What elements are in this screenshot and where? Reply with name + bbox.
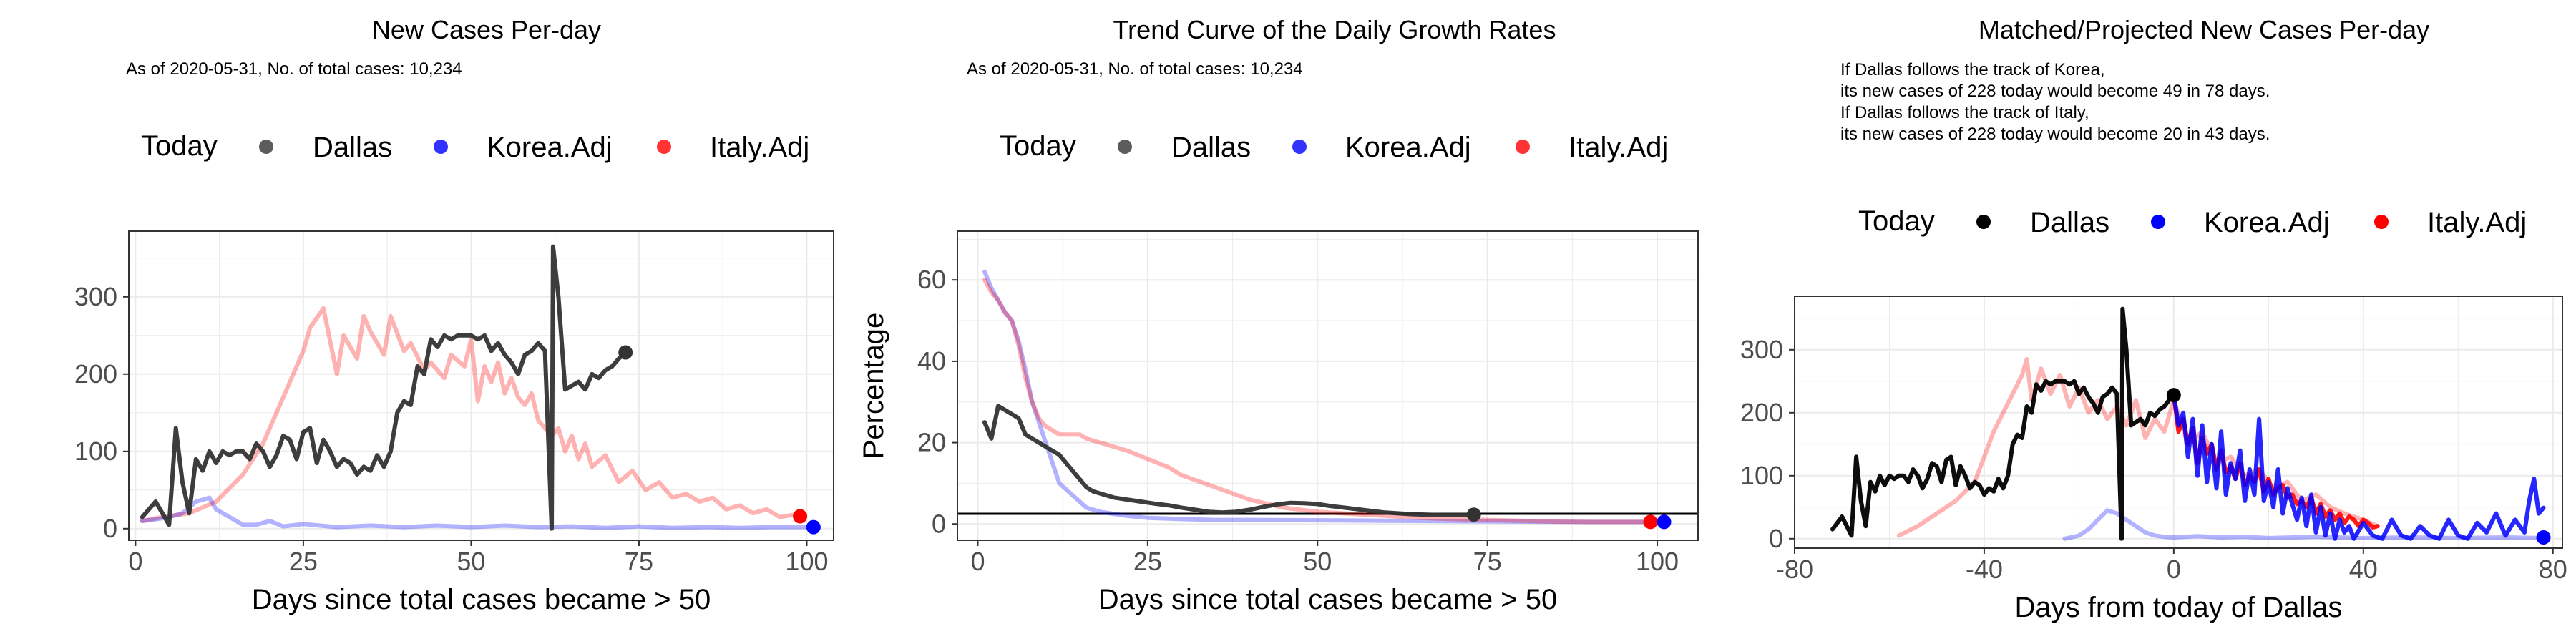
legend-marker-italy-adj bbox=[657, 140, 671, 154]
x-tick-label: 0 bbox=[970, 547, 985, 576]
legend-marker-dallas bbox=[1976, 215, 1991, 229]
chart-title: Matched/Projected New Cases Per-day bbox=[1979, 15, 2429, 44]
legend: Today Dallas Korea.Adj Italy.Adj bbox=[1000, 130, 1668, 163]
legend-label: Dallas bbox=[313, 132, 392, 163]
legend-label: Korea.Adj bbox=[487, 132, 613, 163]
x-axis-label: Days since total cases became > 50 bbox=[252, 584, 711, 615]
x-tick-label: 75 bbox=[1473, 547, 1502, 576]
y-tick-label: 300 bbox=[74, 282, 117, 311]
series-line-dallas bbox=[982, 404, 1476, 517]
today-point-korea-adj bbox=[2536, 530, 2551, 545]
legend-marker-dallas bbox=[259, 140, 273, 154]
today-point-italy-adj bbox=[1643, 514, 1658, 530]
legend-marker-dallas bbox=[1118, 140, 1132, 154]
plot-border bbox=[957, 230, 1699, 541]
legend-label: Korea.Adj bbox=[1345, 132, 1471, 163]
x-tick-label: 100 bbox=[1636, 547, 1679, 576]
x-tick-label: -40 bbox=[1966, 555, 2003, 584]
legend-marker-korea-adj bbox=[2151, 215, 2165, 229]
y-tick-label: 100 bbox=[1740, 461, 1783, 490]
today-point-korea-adj bbox=[1657, 514, 1672, 530]
chart-panel-3: Matched/Projected New Cases Per-day If Da… bbox=[1740, 15, 2567, 623]
x-tick-label: 75 bbox=[625, 547, 653, 576]
legend-title: Today bbox=[141, 130, 218, 162]
series-line-korea-adj bbox=[2171, 393, 2546, 541]
chart-panel-2: Trend Curve of the Daily Growth Rates As … bbox=[858, 15, 1699, 615]
today-point-italy-adj bbox=[793, 509, 808, 524]
legend-title: Today bbox=[1000, 130, 1076, 162]
y-tick-label: 200 bbox=[74, 359, 117, 389]
today-point-korea-adj bbox=[806, 519, 821, 535]
series-line-korea-adj bbox=[982, 269, 1667, 525]
chart-panel-1: New Cases Per-day As of 2020-05-31, No. o… bbox=[74, 15, 834, 615]
plot-border bbox=[128, 230, 834, 541]
x-tick-label: -80 bbox=[1776, 555, 1813, 584]
series-line-dallas bbox=[140, 244, 628, 531]
legend-marker-italy-adj bbox=[2374, 215, 2389, 229]
chart-title: New Cases Per-day bbox=[372, 15, 601, 44]
legend-label: Korea.Adj bbox=[2204, 207, 2330, 238]
legend-marker-korea-adj bbox=[434, 140, 448, 154]
y-tick-label: 20 bbox=[917, 428, 946, 457]
series-line-dallas bbox=[1830, 306, 2176, 541]
plot-background bbox=[129, 231, 834, 540]
y-axis-label: Percentage bbox=[858, 313, 889, 459]
y-tick-label: 0 bbox=[932, 509, 946, 538]
x-tick-label: 0 bbox=[2167, 555, 2181, 584]
today-point-dallas bbox=[2166, 388, 2181, 403]
chart-subtitle-line: If Dallas follows the track of Korea, bbox=[1840, 60, 2105, 79]
legend-marker-korea-adj bbox=[1292, 140, 1307, 154]
chart-subtitle-line: its new cases of 228 today would become … bbox=[1840, 125, 2270, 144]
legend: Today Dallas Korea.Adj Italy.Adj bbox=[1858, 205, 2527, 238]
legend-label: Italy.Adj bbox=[1568, 132, 1668, 163]
x-axis-label: Days since total cases became > 50 bbox=[1098, 584, 1557, 615]
x-tick-label: 100 bbox=[785, 547, 828, 576]
series-line-italy-adj bbox=[140, 306, 796, 523]
y-tick-label: 200 bbox=[1740, 398, 1783, 427]
series-line-italy-adj bbox=[982, 278, 1653, 525]
chart-subtitle: As of 2020-05-31, No. of total cases: 10… bbox=[967, 59, 1303, 79]
x-tick-label: 50 bbox=[1303, 547, 1332, 576]
chart-subtitle-line: If Dallas follows the track of Italy, bbox=[1840, 103, 2089, 122]
x-tick-label: 50 bbox=[457, 547, 485, 576]
chart-title: Trend Curve of the Daily Growth Rates bbox=[1113, 15, 1556, 44]
plot-border bbox=[1794, 296, 2563, 549]
today-point-dallas bbox=[618, 345, 633, 360]
y-tick-label: 0 bbox=[103, 514, 117, 543]
legend-label: Dallas bbox=[1171, 132, 1251, 163]
series-line-korea-adj-matched bbox=[2062, 508, 2546, 541]
chart-subtitle: As of 2020-05-31, No. of total cases: 10… bbox=[126, 59, 462, 79]
y-tick-label: 300 bbox=[1740, 335, 1783, 364]
y-tick-label: 100 bbox=[74, 436, 117, 466]
legend-label: Italy.Adj bbox=[710, 132, 809, 163]
x-tick-label: 80 bbox=[2539, 555, 2567, 584]
y-tick-label: 60 bbox=[917, 265, 946, 294]
y-tick-label: 0 bbox=[1769, 524, 1783, 553]
legend: Today Dallas Korea.Adj Italy.Adj bbox=[141, 130, 809, 163]
x-tick-label: 25 bbox=[289, 547, 318, 576]
x-tick-label: 25 bbox=[1133, 547, 1162, 576]
legend-marker-italy-adj bbox=[1516, 140, 1530, 154]
x-axis-label: Days from today of Dallas bbox=[2015, 592, 2343, 623]
gridlines bbox=[957, 231, 1698, 540]
today-point-dallas bbox=[1466, 507, 1481, 522]
x-tick-label: 40 bbox=[2349, 555, 2378, 584]
chart-subtitle-line: its new cases of 228 today would become … bbox=[1840, 82, 2270, 101]
plot-background bbox=[957, 231, 1698, 540]
series-line-italy-adj-matched bbox=[1896, 357, 2176, 538]
legend-label: Dallas bbox=[2030, 207, 2109, 238]
legend-title: Today bbox=[1858, 205, 1935, 237]
y-tick-label: 40 bbox=[917, 346, 946, 376]
legend-label: Italy.Adj bbox=[2427, 207, 2527, 238]
series-line-korea-adj bbox=[140, 495, 816, 530]
x-tick-label: 0 bbox=[128, 547, 142, 576]
